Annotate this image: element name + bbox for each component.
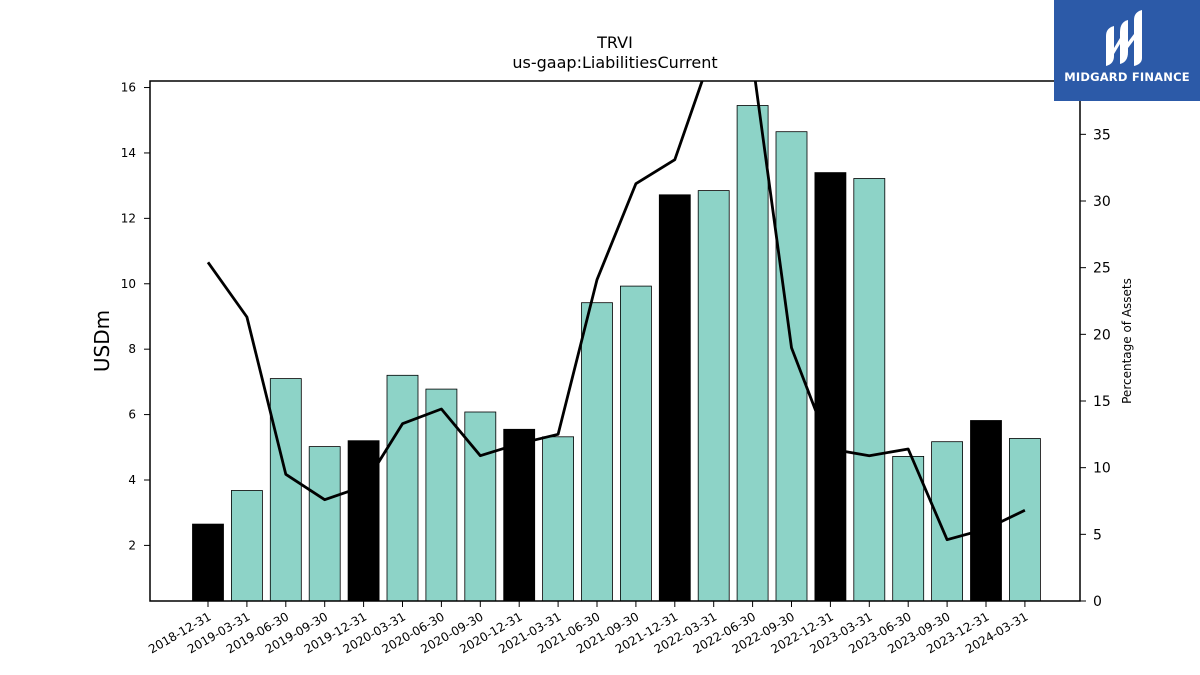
bar-2021-03-31: [542, 436, 574, 602]
bar-2021-12-31: [658, 194, 691, 602]
bar-2019-06-30: [269, 378, 302, 602]
y-axis-label: USDm: [90, 310, 114, 372]
bar-2022-12-31: [814, 172, 847, 602]
left-axis-ticks: 2 4 6 8 10 12 14 16: [121, 81, 150, 552]
logo-mark-icon: [1106, 10, 1142, 66]
plot-frame: [149, 80, 1081, 602]
y-tick-label: 8: [128, 342, 136, 356]
y-tick-label: 2: [128, 538, 136, 552]
y2-tick-label: 5: [1093, 527, 1102, 543]
bar-2023-03-31: [853, 178, 886, 602]
bar-2019-03-31: [230, 490, 263, 602]
chart-title: TRVI: [596, 33, 633, 52]
y-tick-label: 4: [128, 473, 136, 487]
bar-2022-06-30: [736, 105, 769, 602]
bar-2020-06-30: [425, 388, 458, 602]
right-axis-ticks: 0 5 10 15 20 25 30 35: [1080, 127, 1111, 610]
brand-logo: MIDGARD FINANCE: [1054, 0, 1200, 101]
bar-2020-12-31: [503, 428, 536, 602]
bar-2020-03-31: [386, 374, 419, 602]
x-axis-ticks: 2018-12-312019-03-312019-06-302019-09-30…: [146, 601, 1030, 656]
bar-2023-09-30: [931, 441, 963, 602]
y2-tick-label: 10: [1093, 461, 1111, 477]
y-tick-label: 10: [121, 277, 136, 291]
y2-axis-label: Percentage of Assets: [1120, 278, 1134, 404]
bar-2022-09-30: [775, 131, 808, 602]
y2-tick-label: 0: [1093, 594, 1102, 610]
y-tick-label: 12: [121, 211, 136, 225]
y-tick-label: 16: [121, 81, 136, 95]
bar-2018-12-31: [192, 523, 224, 602]
bar-2021-09-30: [620, 285, 652, 602]
logo-text: MIDGARD FINANCE: [1064, 70, 1190, 84]
bar-2019-12-31: [347, 440, 380, 602]
bar-2024-03-31: [1009, 438, 1041, 602]
bar-2023-12-31: [970, 420, 1002, 602]
y2-tick-label: 20: [1093, 327, 1111, 343]
line-group: [206, 81, 1026, 542]
y-tick-label: 6: [128, 408, 136, 422]
bar-2021-06-30: [581, 302, 613, 602]
y-tick-label: 14: [121, 146, 136, 160]
bar-2019-09-30: [308, 446, 341, 602]
y2-tick-label: 30: [1093, 194, 1111, 210]
bar-2022-03-31: [697, 190, 730, 602]
percentage-line: [206, 81, 1026, 542]
y2-tick-label: 15: [1093, 394, 1111, 410]
bar-2023-06-30: [892, 455, 925, 602]
chart-subtitle: us-gaap:LiabilitiesCurrent: [512, 53, 717, 72]
y2-tick-label: 35: [1093, 127, 1111, 143]
y2-tick-label: 25: [1093, 261, 1111, 277]
bar-2020-09-30: [464, 411, 497, 602]
bars-group: [192, 105, 1041, 602]
